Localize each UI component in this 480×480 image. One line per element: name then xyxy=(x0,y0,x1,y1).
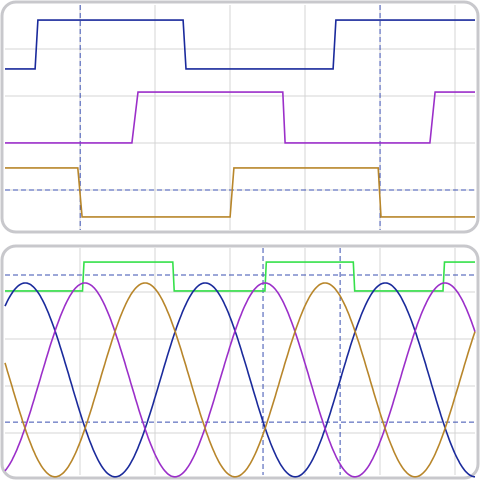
waveform xyxy=(5,91,475,144)
waveform xyxy=(5,167,475,218)
panel xyxy=(0,0,480,234)
sine-waveform xyxy=(4,282,476,478)
waveform xyxy=(5,261,475,292)
sine-waveform xyxy=(4,282,476,478)
panel xyxy=(0,244,480,480)
waveform xyxy=(5,19,475,70)
sine-waveform xyxy=(4,282,476,478)
